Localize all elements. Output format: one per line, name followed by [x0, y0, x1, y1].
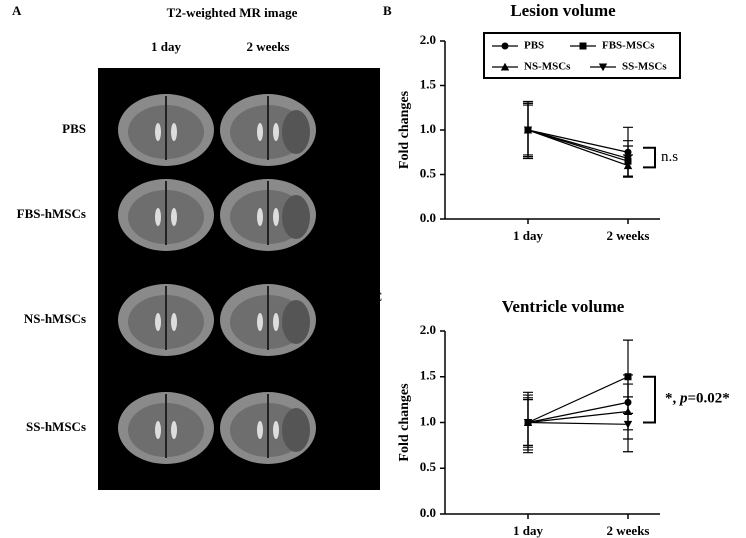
row-label: FBS-hMSCs: [17, 206, 86, 221]
x-tick-label: 2 weeks: [607, 228, 650, 243]
marker: [523, 419, 533, 427]
ventricle: [273, 123, 279, 141]
y-tick-label: 2.0: [420, 32, 436, 47]
chart-title: Lesion volume: [510, 1, 616, 20]
ventricle: [257, 208, 263, 226]
chart-title: Ventricle volume: [502, 297, 625, 316]
y-tick-label: 0.0: [420, 505, 436, 520]
ventricle: [155, 123, 161, 141]
mri-slice: [118, 94, 214, 166]
column-label: 1 day: [151, 39, 181, 54]
x-tick-label: 2 weeks: [607, 523, 650, 538]
significance-bracket: [643, 375, 656, 424]
ventricle: [257, 313, 263, 331]
y-tick-label: 0.5: [420, 165, 437, 180]
y-tick-label: 0.0: [420, 210, 436, 225]
ventricle: [171, 123, 177, 141]
annotation-part: p: [678, 391, 688, 407]
mri-slice: [220, 179, 316, 251]
ventricle: [171, 421, 177, 439]
y-axis-label: Fold changes: [397, 90, 412, 169]
marker: [623, 420, 633, 429]
y-axis-label: Fold changes: [397, 383, 412, 462]
series-line: [527, 421, 629, 425]
lesion: [282, 408, 310, 452]
mri-slice: [118, 284, 214, 356]
annotation-part: =0.02*: [688, 391, 730, 407]
legend-marker: [501, 42, 509, 50]
ventricle: [155, 313, 161, 331]
series-line: [527, 129, 629, 153]
legend-label: NS-MSCs: [524, 61, 571, 73]
panel-label: B: [383, 3, 392, 18]
row-label: PBS: [62, 121, 86, 136]
legend-marker: [500, 62, 510, 71]
marker: [624, 373, 632, 381]
mri-slice: [118, 179, 214, 251]
legend-label: PBS: [524, 40, 544, 52]
marker: [623, 154, 633, 163]
ventricle: [171, 313, 177, 331]
x-tick-label: 1 day: [513, 523, 543, 538]
series-line: [527, 376, 629, 424]
legend-marker: [598, 63, 608, 72]
lesion: [282, 195, 310, 239]
ventricle: [273, 313, 279, 331]
y-tick-label: 2.0: [420, 322, 436, 337]
series-line: [527, 129, 629, 167]
lesion: [282, 300, 310, 344]
ventricle: [273, 208, 279, 226]
series-line: [527, 401, 629, 424]
series-line: [527, 129, 629, 160]
y-tick-label: 1.5: [420, 368, 437, 383]
ventricle: [257, 421, 263, 439]
mri-slice: [220, 392, 316, 464]
mri-slice: [220, 94, 316, 166]
legend-label: SS-MSCs: [622, 61, 667, 73]
ventricle: [171, 208, 177, 226]
y-tick-label: 1.0: [420, 121, 436, 136]
row-label: SS-hMSCs: [26, 419, 86, 434]
ventricle: [257, 123, 263, 141]
column-label: 2 weeks: [247, 39, 290, 54]
panel-label: A: [12, 3, 22, 18]
ventricle: [273, 421, 279, 439]
series-line: [527, 410, 629, 424]
x-tick-label: 1 day: [513, 228, 543, 243]
y-tick-label: 1.5: [420, 76, 437, 91]
mri-slice: [118, 392, 214, 464]
ventricle: [155, 421, 161, 439]
annotation: *, p=0.02*: [665, 391, 730, 407]
y-tick-label: 1.0: [420, 413, 436, 428]
annotation-part: *,: [665, 391, 680, 407]
mri-slice: [220, 284, 316, 356]
lesion: [282, 110, 310, 154]
marker: [523, 126, 533, 135]
legend-label: FBS-MSCs: [602, 40, 655, 52]
panel-label: C: [373, 289, 382, 304]
legend-marker: [579, 42, 587, 50]
annotation: n.s: [661, 149, 678, 165]
ventricle: [155, 208, 161, 226]
row-label: NS-hMSCs: [24, 311, 86, 326]
mri-title: T2-weighted MR image: [167, 5, 298, 20]
significance-bracket: [643, 146, 656, 169]
legend-box: [483, 32, 681, 79]
y-tick-label: 0.5: [420, 459, 437, 474]
